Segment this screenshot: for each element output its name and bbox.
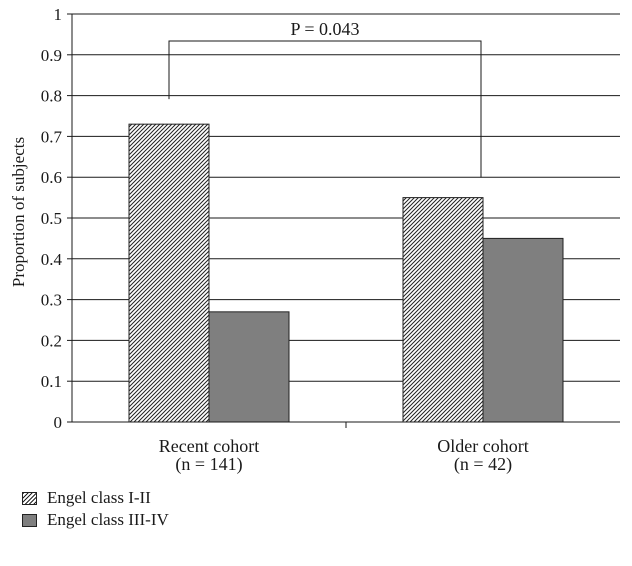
- legend-swatch-solid: [22, 513, 37, 527]
- y-tick-label: 0.6: [41, 168, 62, 187]
- y-tick-label: 0: [54, 413, 63, 432]
- y-tick-label: 1: [54, 5, 63, 24]
- y-tick-label: 0.8: [41, 87, 62, 106]
- legend-item-engel-i-ii: Engel class I-II: [22, 487, 169, 509]
- y-tick-label: 0.4: [41, 250, 63, 269]
- significance-bracket-line: [168, 40, 482, 178]
- legend-label: Engel class III-IV: [47, 510, 169, 529]
- legend-item-engel-iii-iv: Engel class III-IV: [22, 509, 169, 531]
- y-tick-label: 0.1: [41, 372, 62, 391]
- y-tick-label: 0.9: [41, 46, 62, 65]
- y-axis-label: Proportion of subjects: [9, 137, 28, 287]
- bar-engel-i-ii: [128, 123, 210, 423]
- bar-engel-iii-iv: [208, 311, 290, 423]
- legend-swatch-hatched: [22, 491, 37, 505]
- x-category-labels: Recent cohort(n = 141) Older cohort(n = 4…: [159, 436, 529, 475]
- y-tick-labels: 0 0.1 0.2 0.3 0.4 0.5 0.6 0.7 0.8 0.9 1: [41, 5, 63, 432]
- y-tick-label: 0.2: [41, 331, 62, 350]
- category-label: Older cohort: [437, 436, 528, 456]
- significance-bracket: P = 0.043: [168, 19, 482, 178]
- bar-engel-iii-iv: [482, 237, 564, 423]
- legend: Engel class I-II Engel class III-IV: [22, 487, 169, 531]
- bar-chart: 0 0.1 0.2 0.3 0.4 0.5 0.6 0.7 0.8 0.9 1 Recent coh…: [9, 5, 620, 475]
- category-label: Recent cohort: [159, 436, 259, 456]
- category-sublabel: (n = 42): [454, 454, 512, 475]
- legend-label: Engel class I-II: [47, 488, 151, 507]
- bar-engel-i-ii: [402, 197, 484, 423]
- y-tick-label: 0.3: [41, 291, 62, 310]
- bars: [128, 123, 564, 423]
- y-tick-label: 0.7: [41, 127, 63, 146]
- category-sublabel: (n = 141): [175, 454, 242, 475]
- p-value-label: P = 0.043: [291, 19, 360, 39]
- y-tick-label: 0.5: [41, 209, 62, 228]
- axes: [67, 13, 620, 428]
